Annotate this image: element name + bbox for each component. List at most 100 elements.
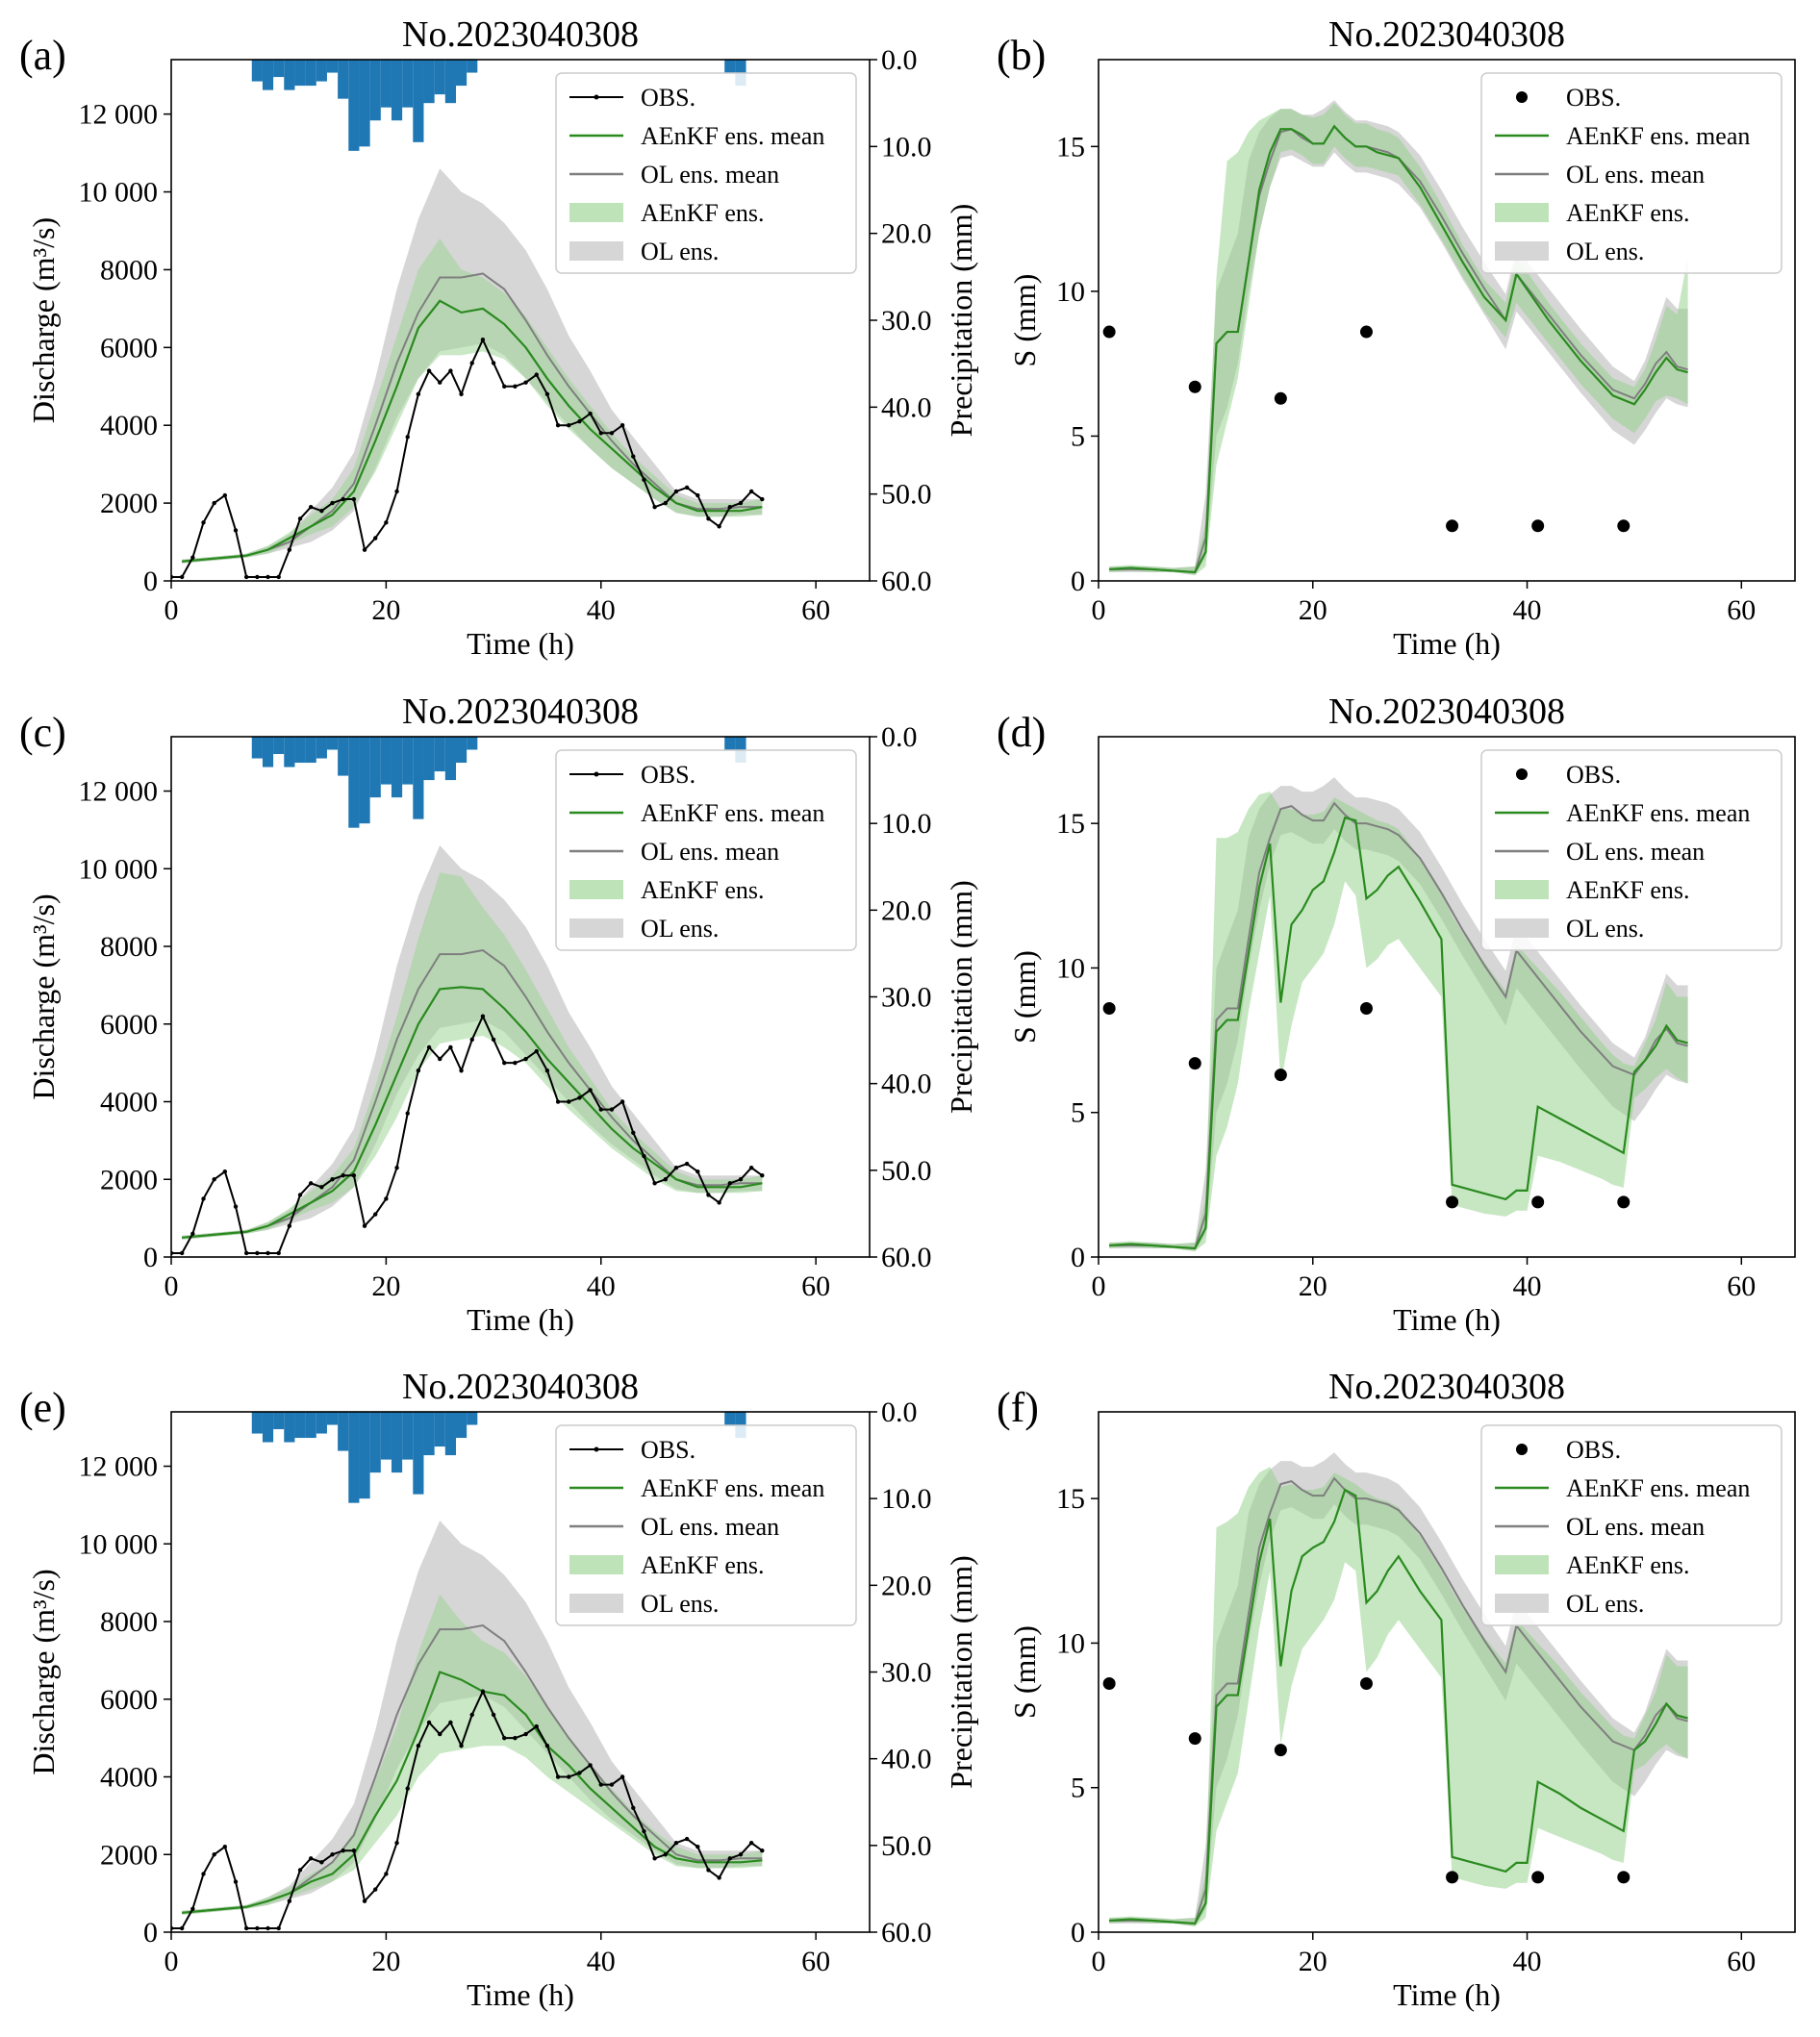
obs-point	[1359, 325, 1373, 339]
obs-point	[309, 1856, 314, 1861]
x-tick-label: 0	[164, 1270, 179, 1302]
obs-point	[1102, 325, 1116, 339]
panel-d: 0 20 40 60 0 5 10 15 Time (h) S (mm) OBS. AEnKF ens…	[997, 692, 1796, 1337]
precip-tick-label: 20.0	[881, 218, 932, 250]
precip-bar	[359, 737, 370, 824]
obs-point	[567, 1099, 571, 1104]
panel-title: No.2023040308	[402, 1367, 639, 1407]
y-tick-label: 6000	[100, 1009, 158, 1041]
precip-bar	[262, 60, 274, 90]
obs-point	[351, 496, 357, 502]
x-tick-label: 20	[371, 1270, 400, 1302]
panel-label: (b)	[997, 32, 1046, 79]
precip-bar	[284, 737, 295, 767]
y-tick-label: 10 000	[79, 177, 159, 209]
x-axis-label: Time (h)	[467, 1977, 574, 2012]
obs-point	[695, 1169, 700, 1174]
obs-point	[222, 1169, 228, 1174]
obs-point	[448, 1720, 453, 1725]
da-mean-line	[1109, 1488, 1688, 1925]
obs-point	[706, 516, 711, 521]
obs-point	[663, 1177, 668, 1182]
panel-label: (e)	[19, 1384, 66, 1431]
legend-da_ens-patch	[569, 203, 623, 222]
legend-ol_ens-patch	[1495, 1594, 1549, 1613]
legend-label-da_mean: AEnKF ens. mean	[1566, 799, 1750, 827]
precip-bar	[413, 737, 424, 819]
obs-point	[1274, 1069, 1287, 1082]
obs-point	[1102, 1002, 1116, 1016]
obs-point	[384, 520, 389, 525]
obs-point	[1531, 1871, 1545, 1884]
obs-point	[760, 1848, 765, 1853]
ol-mean-line	[182, 272, 763, 563]
x-tick-label: 20	[1299, 1270, 1327, 1302]
panel-title: No.2023040308	[402, 692, 639, 732]
obs-point	[1446, 1195, 1459, 1209]
obs-point	[341, 1173, 345, 1178]
obs-point	[619, 423, 625, 428]
obs-point	[631, 1130, 636, 1136]
ol-mean-line	[182, 948, 763, 1239]
obs-point	[727, 1856, 732, 1861]
obs-point	[609, 1107, 615, 1112]
obs-point	[255, 574, 260, 580]
precip-bar	[273, 737, 285, 755]
obs-point	[1531, 519, 1545, 533]
obs-point	[609, 1782, 615, 1787]
legend-ol_ens-patch	[569, 1594, 623, 1613]
obs-point	[255, 1925, 260, 1931]
precip-tick-label: 0.0	[881, 721, 918, 753]
precip-axis-label: Precipitation (mm)	[944, 880, 978, 1114]
precip-bar	[348, 60, 360, 151]
x-tick-label: 0	[1092, 594, 1106, 626]
obs-point	[513, 1060, 518, 1066]
precip-bar	[284, 1412, 295, 1443]
obs-point	[265, 1925, 270, 1931]
y-axis-label: S (mm)	[1007, 1625, 1042, 1719]
obs-point	[652, 1181, 657, 1186]
y-tick-label: 6000	[100, 332, 158, 364]
obs-point	[480, 1014, 486, 1018]
obs-point	[416, 391, 421, 397]
obs-point	[448, 1044, 453, 1050]
legend-label-da_mean: AEnKF ens. mean	[641, 799, 824, 827]
obs-point	[255, 1250, 260, 1256]
precip-tick-label: 10.0	[881, 131, 932, 163]
obs-point	[555, 423, 561, 428]
obs-point	[405, 1111, 410, 1116]
da-mean-line	[182, 986, 763, 1239]
y-tick-label: 4000	[100, 1087, 158, 1119]
panel-a: 0 20 40 60 0 2000 4000 6000 8000 10 000 12 000 0.0 1…	[19, 14, 978, 661]
legend-box	[1480, 1424, 1782, 1626]
precip-bar	[455, 60, 468, 87]
obs-point	[577, 418, 582, 424]
x-tick-label: 60	[801, 594, 830, 626]
x-tick-label: 20	[1299, 594, 1327, 626]
legend-ol_ens-patch	[1495, 918, 1549, 938]
plot-area	[1102, 1452, 1688, 1926]
obs-point	[1188, 1057, 1201, 1070]
legend-obs-marker	[1516, 91, 1528, 103]
precip-bar	[326, 737, 339, 750]
x-tick-label: 60	[801, 1946, 830, 1977]
y-tick-label: 0	[143, 1917, 158, 1949]
y-tick-label: 10	[1056, 1627, 1085, 1659]
precip-bar	[724, 60, 736, 73]
obs-point	[523, 1056, 528, 1062]
legend-da_ens-patch	[569, 1555, 623, 1574]
precip-bar	[434, 737, 445, 772]
obs-point	[609, 431, 615, 436]
obs-point	[577, 1095, 582, 1100]
obs-point	[297, 516, 303, 521]
legend-label-ol_ens: OL ens.	[641, 238, 719, 265]
plot-area	[171, 737, 765, 1256]
obs-point	[673, 489, 679, 494]
obs-point	[684, 485, 690, 490]
obs-point	[491, 1037, 496, 1043]
obs-point	[491, 1712, 496, 1718]
obs-point	[523, 380, 528, 385]
obs-point	[416, 1744, 421, 1748]
obs-point	[362, 1899, 367, 1903]
legend-label-da_ens: AEnKF ens.	[641, 876, 765, 904]
